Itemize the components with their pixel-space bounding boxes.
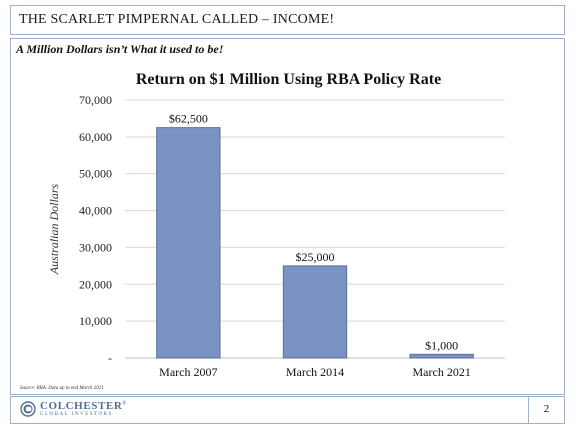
colchester-logo: COLCHESTER® GLOBAL INVESTORS [20, 400, 140, 420]
y-axis-label: Australian Dollars [47, 184, 61, 276]
logo-subtitle: GLOBAL INVESTORS [40, 412, 113, 417]
bar [282, 265, 348, 359]
logo-name: COLCHESTER® [40, 400, 127, 412]
x-tick-label: March 2021 [413, 365, 471, 379]
footer-bar [10, 396, 565, 424]
x-tick-label: March 2014 [286, 365, 344, 379]
y-tick-label: 40,000 [79, 204, 112, 218]
data-label: $25,000 [296, 250, 335, 264]
data-label: $62,500 [169, 112, 208, 126]
y-tick-label: 70,000 [79, 93, 112, 107]
logo-trademark: ® [122, 401, 127, 407]
content-frame [10, 38, 565, 395]
bar [409, 353, 474, 359]
y-tick-label: - [108, 351, 112, 365]
y-tick-label: 50,000 [79, 167, 112, 181]
logo-name-text: COLCHESTER [40, 400, 123, 412]
bar [156, 127, 221, 359]
colchester-logo-icon [20, 401, 36, 417]
y-tick-label: 60,000 [79, 130, 112, 144]
header-bar: THE SCARLET PIMPERNAL CALLED – INCOME! [10, 5, 565, 35]
y-tick-label: 10,000 [79, 314, 112, 328]
page-title: THE SCARLET PIMPERNAL CALLED – INCOME! [19, 12, 335, 27]
y-tick-label: 20,000 [79, 277, 112, 291]
y-tick-label: 30,000 [79, 240, 112, 254]
page-number: 2 [543, 403, 550, 415]
footer-divider [528, 396, 529, 424]
data-label: $1,000 [425, 338, 458, 352]
slide-subtitle: A Million Dollars isn’t What it used to … [16, 42, 224, 56]
x-tick-label: March 2007 [159, 365, 217, 379]
chart-title: Return on $1 Million Using RBA Policy Ra… [135, 71, 442, 88]
source-note: Source: RBA. Data up to end March 2021 [20, 386, 104, 391]
